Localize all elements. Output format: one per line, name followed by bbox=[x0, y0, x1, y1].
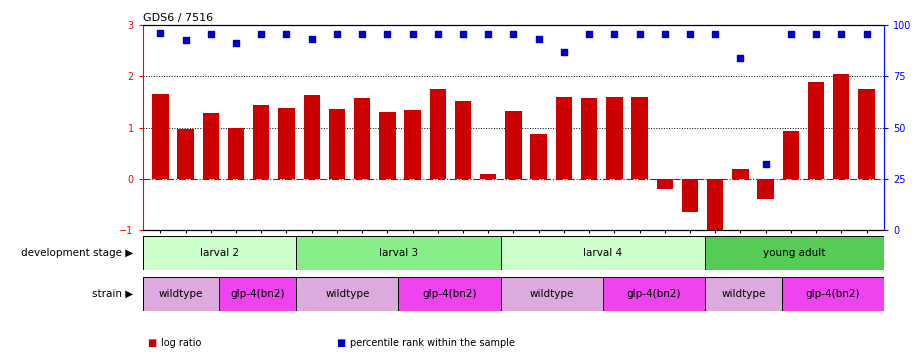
Text: strain ▶: strain ▶ bbox=[92, 288, 134, 299]
Bar bbox=[455, 101, 472, 179]
Bar bbox=[757, 179, 774, 200]
Text: wildtype: wildtype bbox=[530, 288, 574, 299]
Point bbox=[733, 55, 748, 61]
Point bbox=[304, 36, 319, 42]
Bar bbox=[581, 98, 598, 179]
Bar bbox=[227, 128, 244, 179]
Point bbox=[809, 31, 823, 36]
Text: wildtype: wildtype bbox=[325, 288, 369, 299]
Point bbox=[758, 161, 773, 166]
Point bbox=[658, 31, 672, 36]
Bar bbox=[834, 74, 849, 179]
Bar bbox=[707, 179, 723, 230]
Bar bbox=[501, 277, 603, 311]
Point bbox=[330, 31, 344, 36]
Bar bbox=[782, 277, 884, 311]
Point bbox=[556, 49, 571, 55]
Text: young adult: young adult bbox=[764, 247, 826, 258]
Point bbox=[279, 31, 294, 36]
Bar bbox=[530, 134, 547, 179]
Bar bbox=[399, 277, 501, 311]
Bar bbox=[152, 94, 169, 179]
Point bbox=[430, 31, 445, 36]
Bar bbox=[203, 113, 219, 179]
Bar bbox=[603, 277, 705, 311]
Bar bbox=[253, 105, 270, 179]
Bar bbox=[143, 236, 297, 270]
Bar bbox=[278, 108, 295, 179]
Bar bbox=[732, 169, 749, 179]
Text: percentile rank within the sample: percentile rank within the sample bbox=[350, 338, 515, 348]
Text: development stage ▶: development stage ▶ bbox=[21, 247, 134, 258]
Bar bbox=[705, 277, 782, 311]
Bar bbox=[858, 89, 875, 179]
Text: GDS6 / 7516: GDS6 / 7516 bbox=[143, 13, 213, 23]
Text: larval 2: larval 2 bbox=[200, 247, 239, 258]
Point bbox=[405, 31, 420, 36]
Point bbox=[380, 31, 395, 37]
Text: ■: ■ bbox=[336, 338, 345, 348]
Point bbox=[632, 31, 647, 36]
Text: ■: ■ bbox=[147, 338, 157, 348]
Text: log ratio: log ratio bbox=[161, 338, 202, 348]
Point bbox=[582, 31, 597, 36]
Point bbox=[708, 31, 723, 36]
Bar bbox=[501, 236, 705, 270]
Bar bbox=[429, 89, 446, 179]
Bar bbox=[705, 236, 884, 270]
Bar bbox=[143, 277, 219, 311]
Bar bbox=[783, 131, 799, 179]
Point bbox=[859, 31, 874, 36]
Text: glp-4(bn2): glp-4(bn2) bbox=[627, 288, 682, 299]
Bar bbox=[682, 179, 698, 212]
Text: wildtype: wildtype bbox=[721, 288, 765, 299]
Text: larval 4: larval 4 bbox=[583, 247, 623, 258]
Bar bbox=[178, 129, 193, 179]
Point bbox=[153, 30, 168, 36]
Bar bbox=[329, 109, 345, 179]
Bar bbox=[379, 112, 395, 179]
Point bbox=[531, 36, 546, 42]
Bar bbox=[506, 111, 521, 179]
Bar bbox=[606, 97, 623, 179]
Bar bbox=[632, 97, 647, 179]
Bar bbox=[404, 110, 421, 179]
Text: glp-4(bn2): glp-4(bn2) bbox=[230, 288, 286, 299]
Point bbox=[507, 31, 521, 36]
Text: glp-4(bn2): glp-4(bn2) bbox=[806, 288, 860, 299]
Point bbox=[481, 31, 495, 36]
Point bbox=[179, 37, 193, 43]
Bar bbox=[297, 277, 399, 311]
Text: wildtype: wildtype bbox=[159, 288, 204, 299]
Point bbox=[607, 31, 622, 36]
Bar bbox=[555, 97, 572, 179]
Bar bbox=[657, 179, 673, 189]
Text: glp-4(bn2): glp-4(bn2) bbox=[423, 288, 477, 299]
Point bbox=[834, 31, 848, 36]
Point bbox=[204, 31, 218, 37]
Point bbox=[254, 31, 269, 36]
Bar bbox=[297, 236, 501, 270]
Bar bbox=[808, 82, 824, 179]
Bar bbox=[219, 277, 297, 311]
Point bbox=[228, 40, 243, 46]
Bar bbox=[480, 174, 496, 179]
Point bbox=[355, 31, 369, 36]
Point bbox=[682, 31, 697, 36]
Bar bbox=[304, 95, 320, 179]
Text: larval 3: larval 3 bbox=[379, 247, 418, 258]
Point bbox=[456, 31, 471, 36]
Bar bbox=[354, 98, 370, 179]
Point bbox=[784, 31, 799, 36]
